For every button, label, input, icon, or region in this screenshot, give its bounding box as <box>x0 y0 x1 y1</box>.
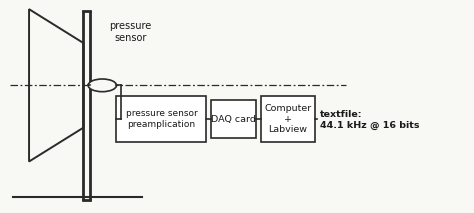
Bar <box>261 96 315 142</box>
Text: DAQ card: DAQ card <box>211 115 256 124</box>
Text: pressure
sensor: pressure sensor <box>109 22 152 43</box>
Bar <box>211 100 256 138</box>
Text: textfile:
44.1 kHz @ 16 bits: textfile: 44.1 kHz @ 16 bits <box>319 111 419 130</box>
Circle shape <box>88 79 117 92</box>
Text: Computer
+
Labview: Computer + Labview <box>264 104 311 134</box>
Text: pressure sensor
preamplication: pressure sensor preamplication <box>126 109 197 129</box>
Bar <box>117 96 206 142</box>
